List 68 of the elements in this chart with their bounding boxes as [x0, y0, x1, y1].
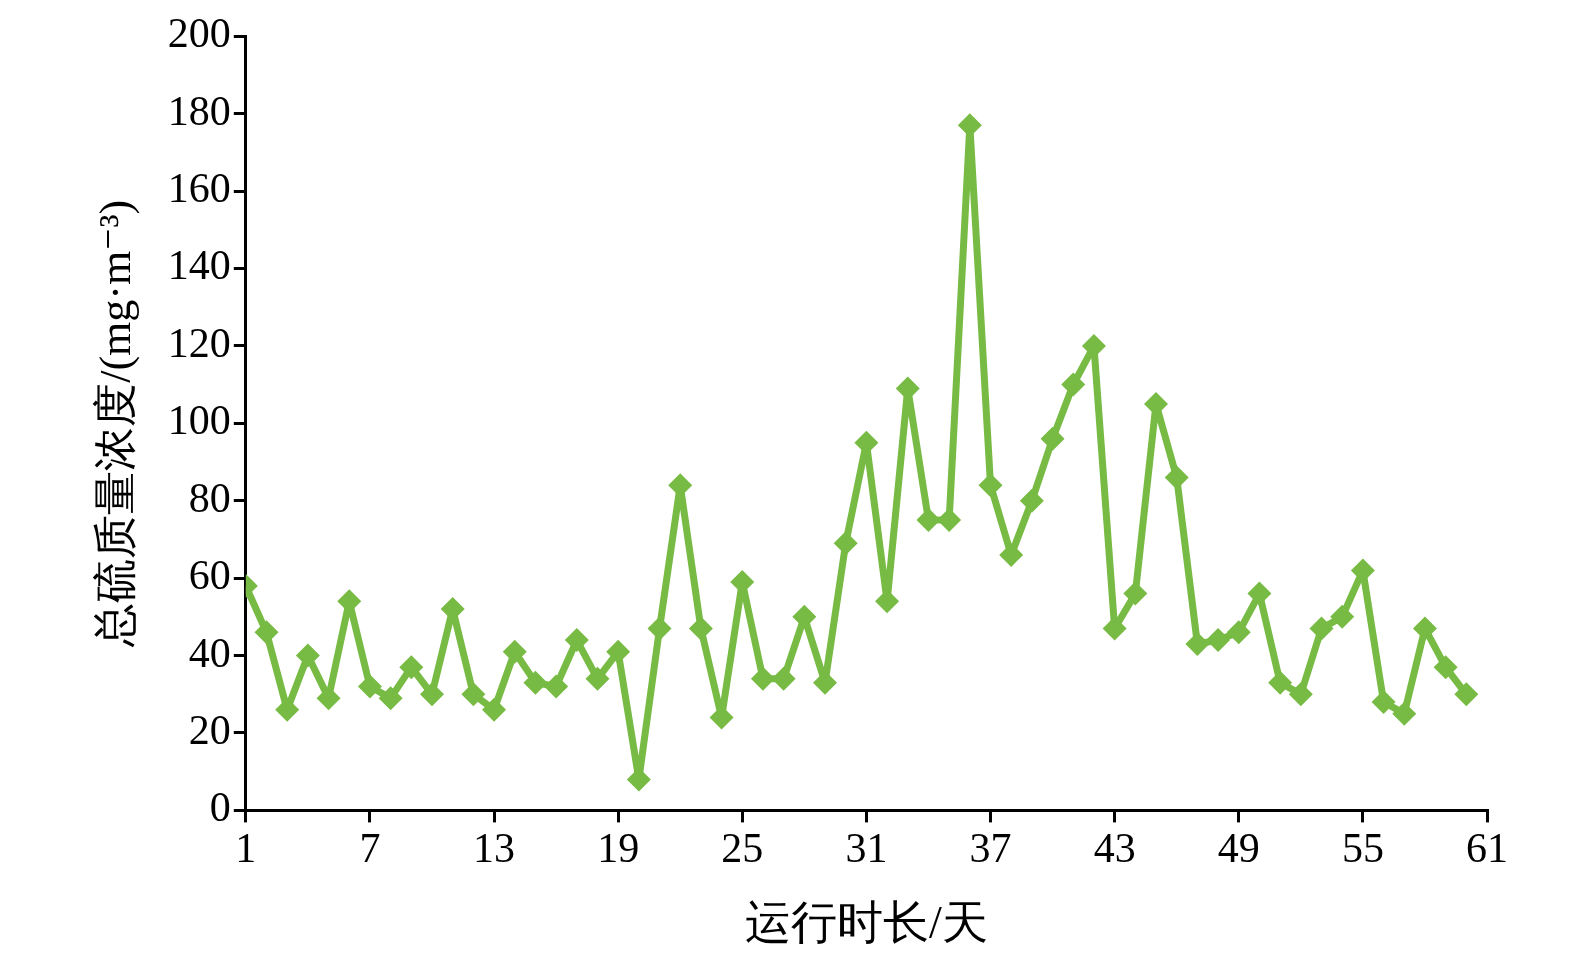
point	[1164, 465, 1189, 490]
point	[1019, 488, 1044, 513]
x-tick-label: 55	[1341, 824, 1384, 871]
point	[254, 620, 279, 645]
x-tick-label: 13	[473, 824, 516, 871]
x-tick-label: 19	[597, 824, 640, 871]
y-tick-label: 20	[188, 707, 231, 754]
point	[750, 666, 775, 691]
point	[1371, 690, 1396, 715]
point	[523, 670, 548, 695]
point	[295, 643, 320, 668]
y-tick-label: 40	[188, 629, 231, 676]
point	[916, 508, 941, 533]
x-tick-label: 61	[1466, 824, 1508, 871]
x-tick-label: 7	[359, 824, 381, 871]
point	[1454, 682, 1479, 707]
point	[792, 604, 817, 629]
y-tick-label: 60	[188, 552, 231, 599]
point	[1412, 616, 1437, 641]
point	[999, 542, 1024, 567]
point	[1330, 604, 1355, 629]
point	[564, 628, 589, 653]
point	[771, 666, 796, 691]
point	[275, 697, 300, 722]
x-axis-title: 运行时长/天	[745, 897, 988, 949]
point	[502, 639, 527, 664]
point	[357, 674, 382, 699]
point	[1226, 620, 1251, 645]
point	[544, 674, 569, 699]
x-tick-label: 37	[969, 824, 1012, 871]
point	[1061, 372, 1086, 397]
point	[378, 686, 403, 711]
point	[316, 686, 341, 711]
point	[419, 682, 444, 707]
y-tick-label: 200	[167, 10, 231, 57]
y-tick-label: 120	[167, 319, 231, 366]
point	[1392, 701, 1417, 726]
point	[1185, 631, 1210, 656]
point	[1433, 655, 1458, 680]
point	[1247, 581, 1272, 606]
point	[1040, 426, 1065, 451]
point	[606, 639, 631, 664]
point	[482, 697, 507, 722]
point	[978, 473, 1003, 498]
y-tick-label: 160	[167, 165, 231, 212]
x-tick-label: 31	[845, 824, 888, 871]
point	[1268, 670, 1293, 695]
y-tick-label: 0	[209, 784, 231, 831]
point	[1288, 682, 1313, 707]
point	[461, 682, 486, 707]
point	[647, 616, 672, 641]
point	[833, 531, 858, 556]
y-tick-label: 100	[167, 397, 231, 444]
point	[688, 616, 713, 641]
point	[399, 655, 424, 680]
point	[937, 508, 962, 533]
point	[1309, 616, 1334, 641]
x-tick-label: 25	[721, 824, 764, 871]
point	[1123, 581, 1148, 606]
x-tick-label: 43	[1093, 824, 1136, 871]
x-tick-label: 1	[235, 824, 257, 871]
y-axis-title: 总硫质量浓度/(mg·m⁻³)	[90, 199, 140, 648]
y-tick-label: 80	[188, 474, 231, 521]
y-tick-label: 180	[167, 87, 231, 134]
point	[1206, 628, 1231, 653]
x-tick-label: 49	[1217, 824, 1260, 871]
point	[585, 666, 610, 691]
y-tick-label: 140	[167, 242, 231, 289]
